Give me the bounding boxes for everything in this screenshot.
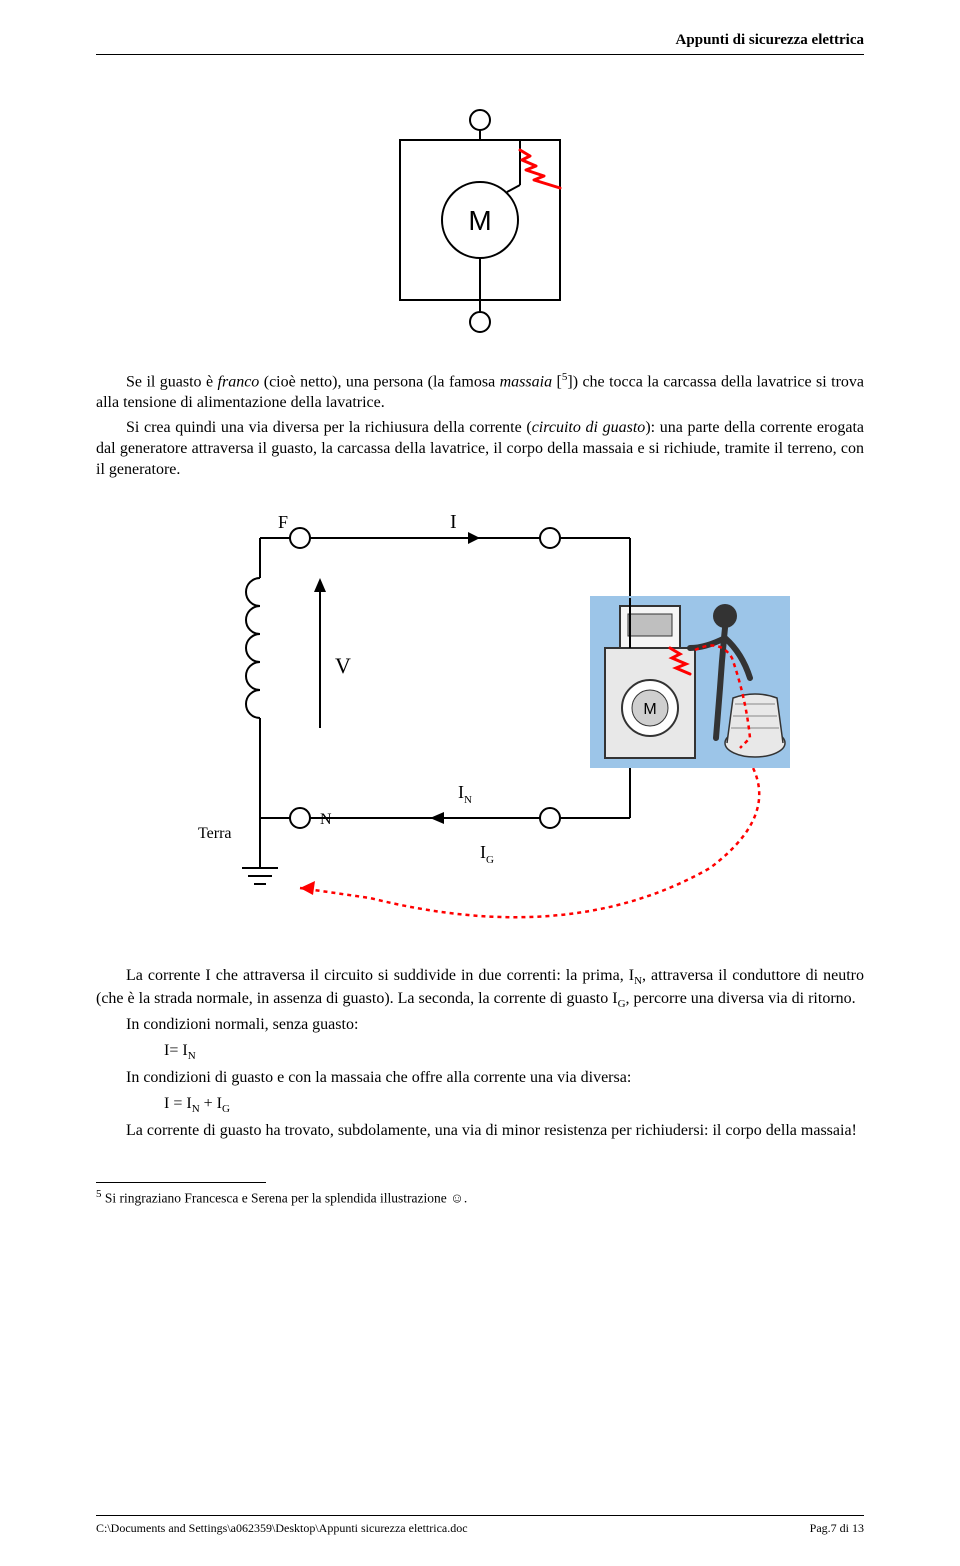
header-rule: [96, 54, 864, 55]
paragraph-1: Se il guasto è franco (cioè netto), una …: [96, 370, 864, 414]
paragraph-5: In condizioni di guasto e con la massaia…: [96, 1068, 864, 1089]
label-IG: IG: [480, 842, 494, 866]
label-Terra: Terra: [198, 825, 232, 842]
paragraph-3: La corrente I che attraversa il circuito…: [96, 966, 864, 1011]
paragraph-6: La corrente di guasto ha trovato, subdol…: [96, 1121, 864, 1142]
footer-page: Pag.7 di 13: [810, 1521, 864, 1536]
figure-2: F I V N Terra IN: [96, 498, 864, 938]
circuit-motor-svg: M: [370, 100, 590, 340]
equation-2: I = IN + IG: [96, 1095, 864, 1115]
header-title: Appunti di sicurezza elettrica: [676, 32, 864, 49]
label-V: V: [335, 653, 351, 678]
label-I: I: [450, 511, 457, 533]
label-IN: IN: [458, 782, 472, 806]
footer-rule: [96, 1515, 864, 1516]
paragraph-4: In condizioni normali, senza guasto:: [96, 1015, 864, 1036]
figure-1: M: [96, 100, 864, 340]
footnote-5: 5 Si ringraziano Francesca e Serena per …: [96, 1187, 864, 1207]
footnote-separator: [96, 1182, 266, 1183]
footer-path: C:\Documents and Settings\a062359\Deskto…: [96, 1521, 468, 1536]
motor-label: M: [468, 205, 491, 236]
equation-1: I= IN: [96, 1042, 864, 1062]
label-N: N: [320, 811, 332, 828]
label-M2: M: [643, 701, 656, 718]
paragraph-2: Si crea quindi una via diversa per la ri…: [96, 418, 864, 480]
circuit-diagram-svg: F I V N Terra IN: [150, 498, 810, 938]
label-F: F: [278, 512, 288, 532]
